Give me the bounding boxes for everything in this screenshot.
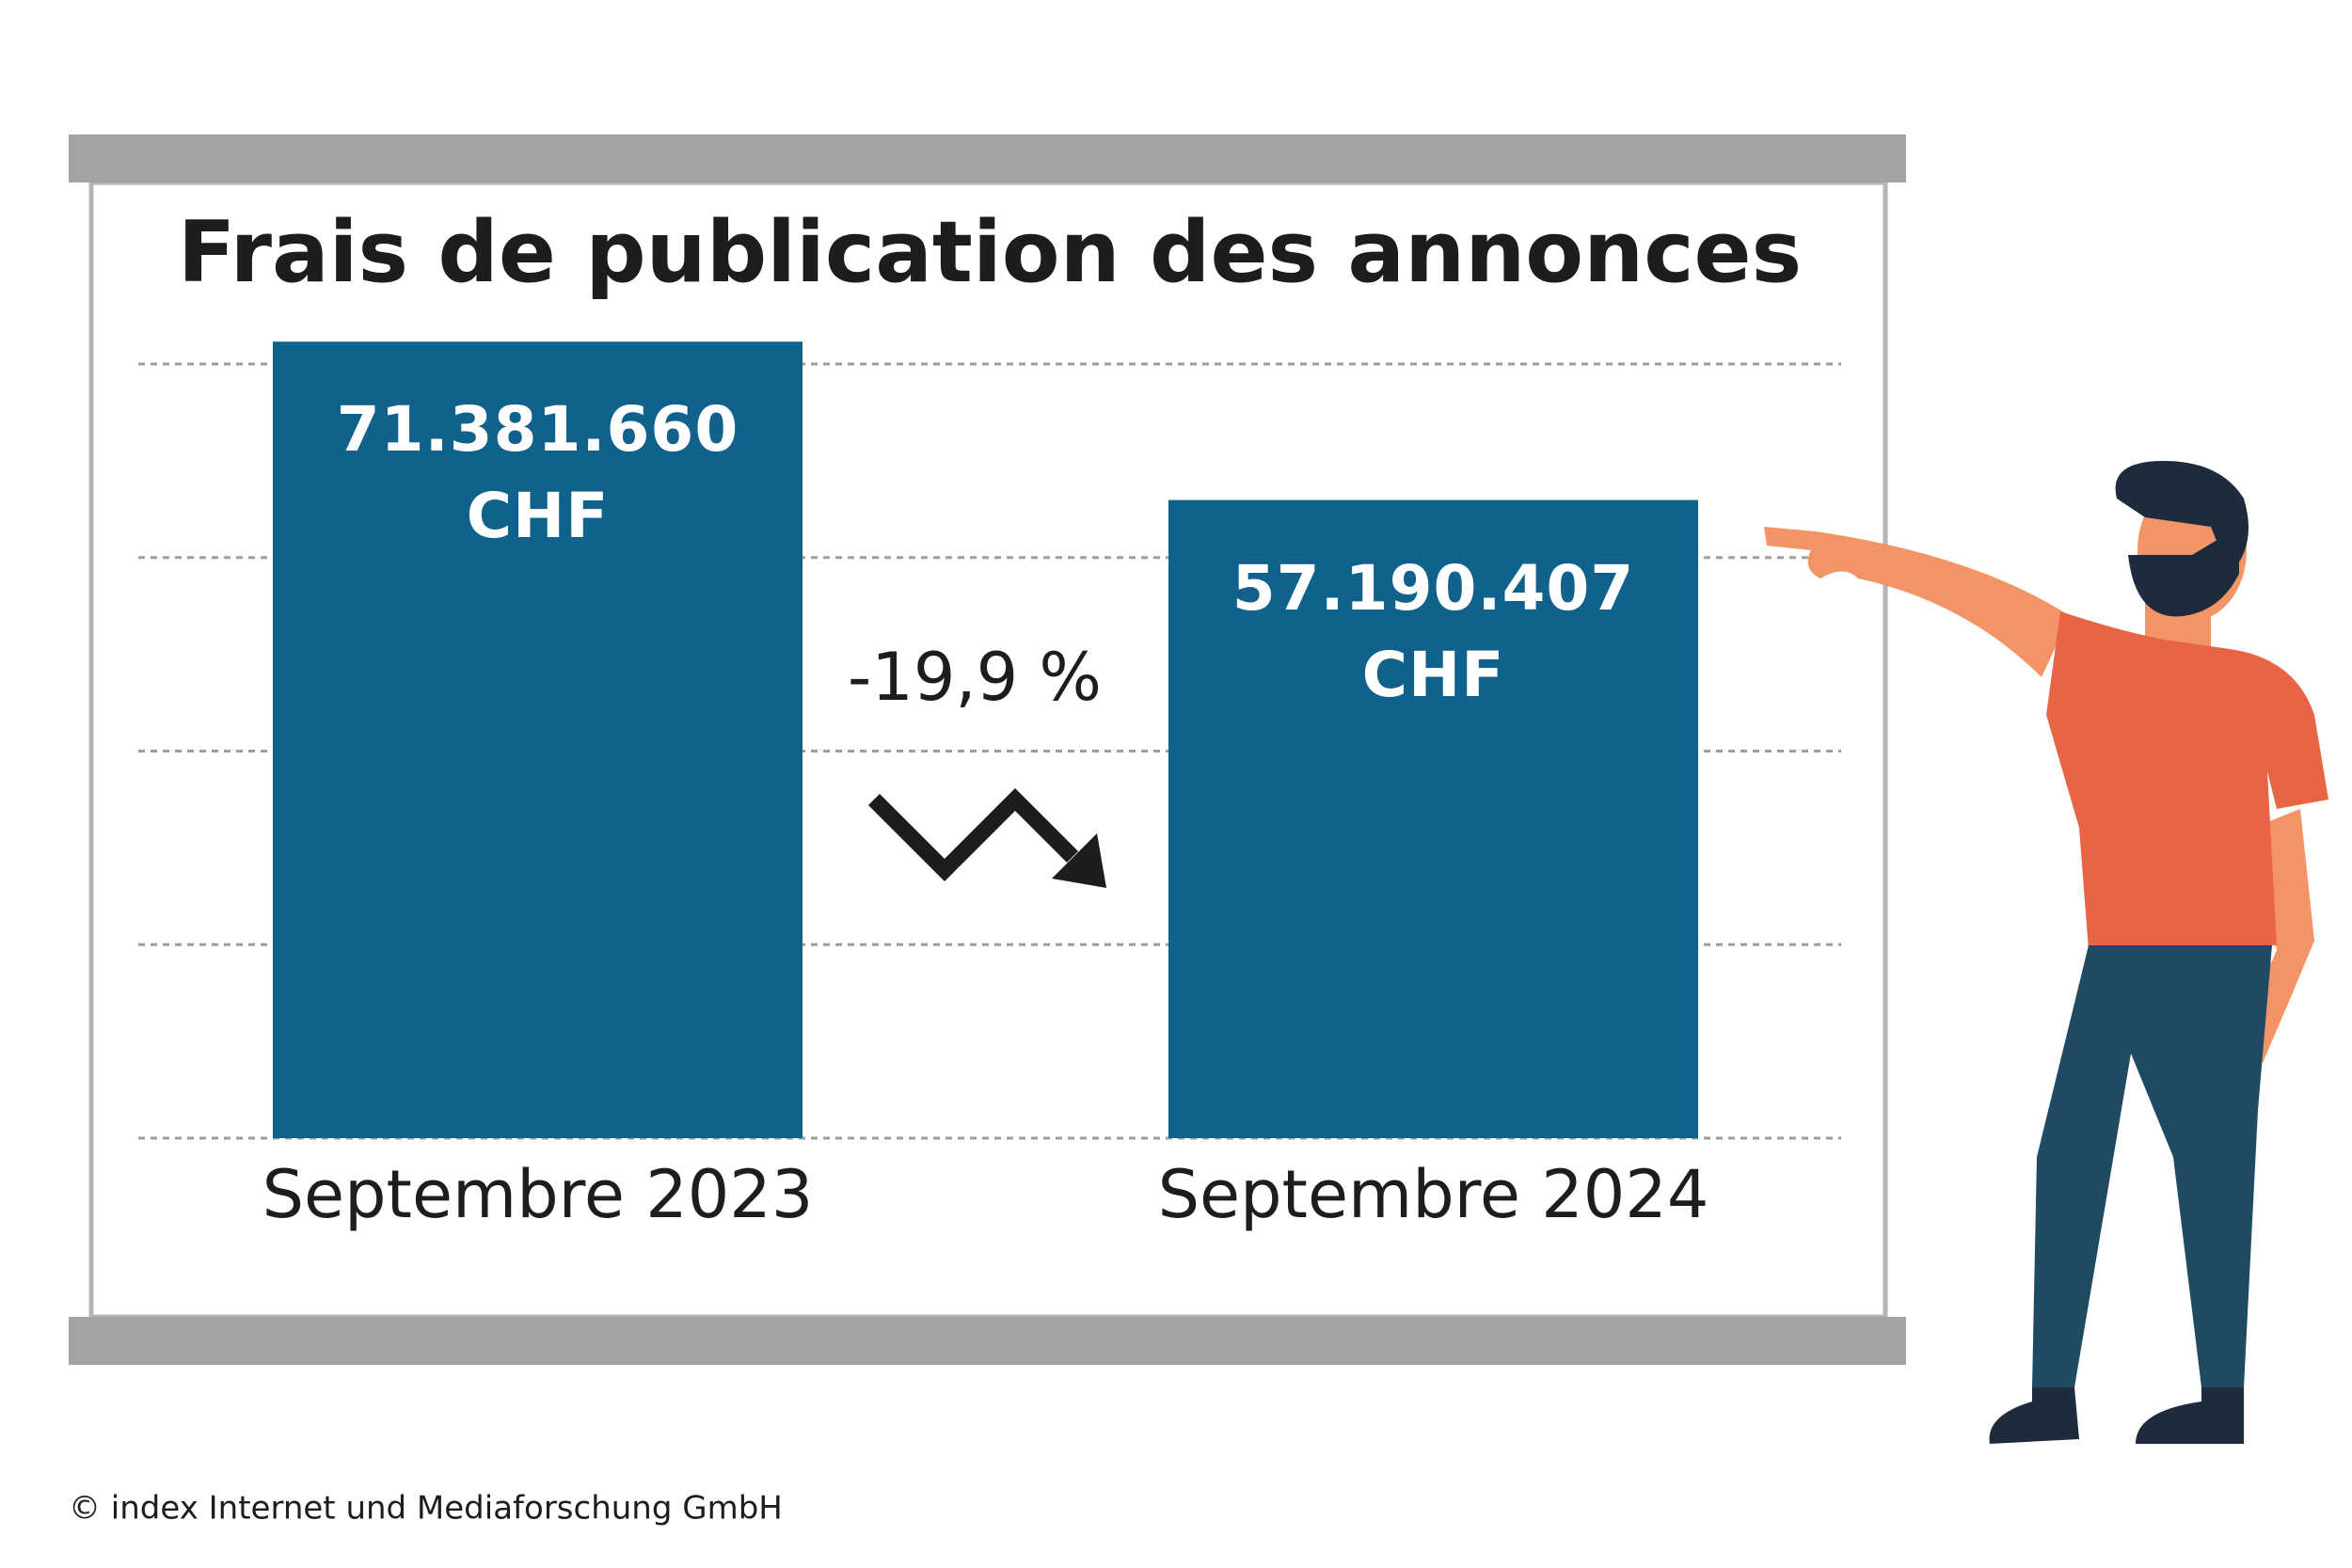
value-label: 71.381.660 CHF — [336, 393, 739, 553]
bar — [273, 341, 803, 1138]
board-bottom-rail — [69, 1317, 1906, 1365]
person-illustration — [1764, 461, 2328, 1444]
x-tick-label: Septembre 2024 — [1158, 1156, 1709, 1233]
board-top-rail — [69, 135, 1906, 182]
value-label: 57.190.407 CHF — [1232, 551, 1635, 711]
chart-title: Frais de publication des annonces — [178, 203, 1802, 302]
bar — [1168, 499, 1698, 1138]
source: © index Internet und Mediaforschung GmbH — [69, 1490, 783, 1528]
annotation: -19,9 % — [848, 639, 1102, 716]
x-tick-label: Septembre 2023 — [262, 1156, 814, 1233]
trend-arrow — [867, 787, 1079, 882]
trend-arrow-head — [1052, 833, 1106, 888]
bars — [273, 341, 1698, 1138]
